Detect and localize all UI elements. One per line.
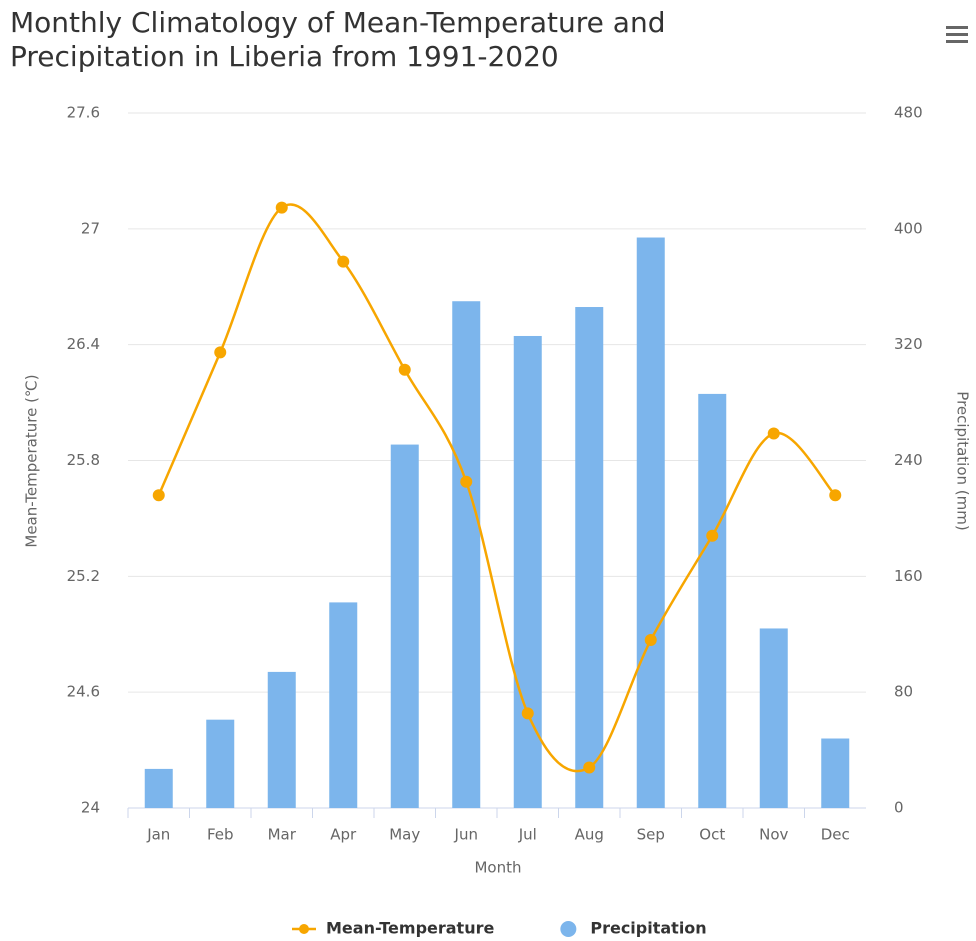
- point: [706, 529, 719, 542]
- point: [644, 634, 657, 647]
- legend-item: Mean-Temperature: [292, 919, 494, 938]
- legend-symbol: [560, 921, 577, 937]
- legend-symbol: [299, 924, 309, 934]
- y-tick-label: 24.6: [67, 683, 100, 701]
- y-tick-label: 27.6: [67, 104, 100, 122]
- bar: [329, 602, 358, 808]
- y-axis-label: Mean-Temperature (℃): [23, 374, 41, 547]
- menu-bar: [946, 33, 968, 36]
- chart-title: Monthly Climatology of Mean-Temperature …: [10, 6, 666, 73]
- bar: [267, 671, 296, 808]
- y2-tick-label: 160: [894, 567, 923, 585]
- y2-tick-label: 320: [894, 335, 923, 353]
- y2-tick-label: 80: [894, 683, 913, 701]
- bar: [821, 738, 850, 808]
- point: [152, 489, 165, 502]
- y-tick-label: 25.2: [67, 567, 100, 585]
- x-tick-label: Jun: [454, 826, 478, 844]
- menu-bar: [946, 26, 968, 29]
- bar: [575, 307, 604, 808]
- line: [157, 203, 837, 773]
- legend-label: Precipitation: [590, 919, 706, 938]
- legend-item: Precipitation: [560, 919, 707, 938]
- y2-tick-label: 480: [894, 104, 923, 122]
- point: [275, 201, 288, 214]
- y2-tick-label: 240: [894, 451, 923, 469]
- point: [214, 346, 227, 359]
- legend-label: Mean-Temperature: [326, 919, 494, 938]
- x-tick-label: Oct: [699, 826, 725, 844]
- point: [767, 427, 780, 440]
- y-tick-label: 24: [81, 799, 100, 817]
- point: [583, 761, 596, 774]
- y2-axis-label: Precipitation (mm): [954, 391, 972, 530]
- y2-tick-label: 400: [894, 219, 923, 237]
- point: [398, 363, 411, 376]
- x-tick-label: Apr: [330, 826, 357, 844]
- bar: [390, 444, 419, 808]
- bar: [698, 393, 727, 808]
- bar: [206, 719, 235, 808]
- bar: [452, 301, 481, 808]
- bar: [513, 335, 542, 808]
- x-tick-label: Feb: [207, 826, 234, 844]
- point: [829, 489, 842, 502]
- menu-bar: [946, 40, 968, 43]
- x-axis-label: Month: [474, 859, 521, 877]
- y-tick-label: 25.8: [67, 451, 100, 469]
- bar: [636, 237, 665, 809]
- x-tick-label: Dec: [821, 826, 850, 844]
- point: [460, 475, 473, 488]
- bar: [144, 768, 173, 808]
- point: [337, 255, 350, 268]
- x-tick-label: May: [389, 826, 420, 844]
- bar: [759, 628, 788, 808]
- x-tick-label: Nov: [759, 826, 788, 844]
- x-tick-label: Jan: [146, 826, 170, 844]
- y2-tick-label: 0: [894, 799, 904, 817]
- x-tick-label: Aug: [575, 826, 604, 844]
- point: [521, 707, 534, 720]
- x-tick-label: Mar: [268, 826, 297, 844]
- x-tick-label: Jul: [518, 826, 537, 844]
- y-tick-label: 26.4: [67, 335, 100, 353]
- y-tick-label: 27: [81, 219, 100, 237]
- menu-icon[interactable]: [946, 26, 968, 43]
- x-tick-label: Sep: [637, 826, 665, 844]
